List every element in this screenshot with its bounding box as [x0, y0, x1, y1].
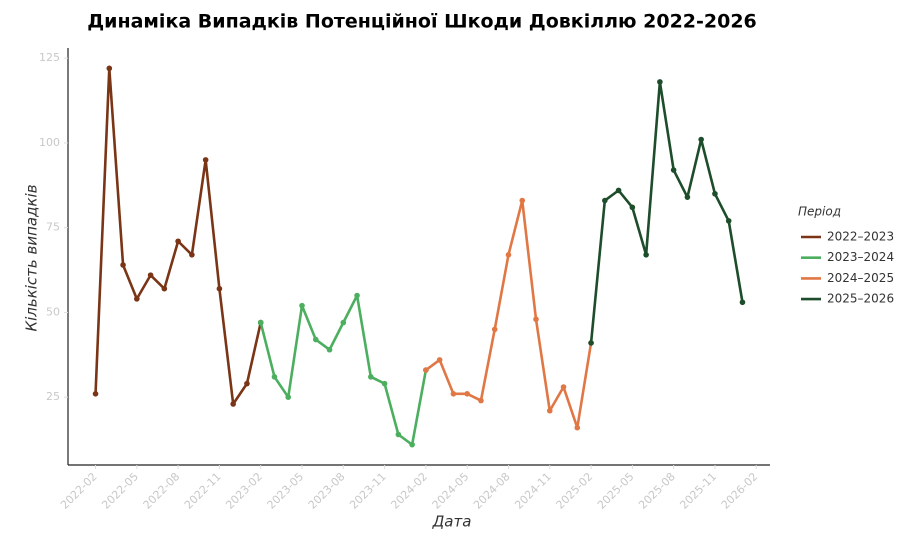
- x-tick-label: 2025-08: [636, 470, 678, 512]
- x-tick-label: 2025-11: [677, 470, 719, 512]
- x-tick-label: 2025-02: [554, 470, 596, 512]
- data-point: [202, 157, 209, 163]
- data-point: [106, 65, 113, 72]
- data-point: [574, 424, 581, 431]
- data-point: [643, 252, 649, 258]
- data-point: [629, 204, 636, 211]
- legend-title: Період: [798, 205, 841, 219]
- x-tick-label: 2022-11: [182, 470, 224, 512]
- data-point: [381, 380, 388, 387]
- data-point: [395, 431, 402, 438]
- data-point: [257, 319, 264, 326]
- data-point: [175, 238, 181, 245]
- data-point: [560, 384, 567, 390]
- data-point: [436, 357, 443, 363]
- data-point: [588, 340, 594, 346]
- data-point: [684, 194, 691, 200]
- x-tick-label: 2023-08: [306, 470, 348, 512]
- data-point: [326, 346, 333, 353]
- data-point: [409, 441, 415, 448]
- x-tick-label: 2022-08: [141, 470, 183, 512]
- x-tick-label: 2023-02: [223, 470, 265, 512]
- y-tick-label: 75: [46, 221, 60, 234]
- data-point: [134, 296, 140, 302]
- data-point: [670, 167, 677, 173]
- x-tick-label: 2022-05: [99, 470, 141, 512]
- data-point: [92, 391, 99, 397]
- x-axis-label: Дата: [432, 513, 472, 531]
- series-line: [259, 294, 428, 446]
- series-line: [94, 67, 262, 406]
- y-tick-label: 100: [39, 136, 60, 149]
- series-line: [589, 80, 744, 344]
- x-tick-label: 2024-05: [430, 470, 472, 512]
- chart-title: Динаміка Випадків Потенційної Шкоди Довк…: [87, 11, 757, 33]
- data-point: [189, 252, 195, 258]
- data-point: [739, 299, 746, 306]
- legend-label: 2024–2025: [827, 271, 894, 285]
- data-point: [120, 262, 126, 268]
- y-axis-label: Кількість випадків: [23, 184, 41, 331]
- data-point: [478, 397, 484, 404]
- legend-label: 2025–2026: [827, 292, 894, 306]
- data-point: [464, 391, 470, 397]
- data-point: [505, 252, 512, 258]
- data-point: [533, 316, 539, 323]
- data-point: [423, 367, 429, 373]
- data-point: [312, 336, 319, 343]
- data-point: [299, 302, 305, 309]
- x-tick-label: 2024-08: [471, 470, 513, 512]
- data-point: [615, 187, 622, 194]
- data-point: [712, 190, 718, 197]
- legend-label: 2023–2024: [827, 250, 894, 264]
- data-point: [147, 272, 154, 278]
- data-point: [602, 197, 608, 204]
- x-tick-label: 2023-05: [265, 470, 307, 512]
- data-point: [657, 79, 663, 85]
- x-tick-label: 2023-11: [347, 470, 389, 512]
- data-point: [450, 391, 457, 397]
- x-tick-label: 2025-05: [595, 470, 637, 512]
- data-point: [271, 374, 278, 380]
- x-tick-label: 2024-11: [512, 470, 554, 512]
- data-point: [546, 407, 553, 414]
- y-tick-label: 125: [39, 51, 60, 64]
- x-tick-label: 2022-02: [58, 470, 100, 512]
- y-tick-label: 50: [46, 305, 60, 318]
- data-point: [216, 285, 223, 292]
- data-point: [340, 319, 347, 326]
- data-point: [698, 136, 704, 143]
- data-point: [354, 292, 360, 299]
- x-tick-label: 2024-02: [388, 470, 430, 512]
- x-tick-label: 2026-02: [719, 470, 761, 512]
- data-point: [368, 374, 374, 380]
- y-tick-label: 25: [46, 390, 60, 403]
- data-point: [725, 218, 732, 224]
- data-point: [285, 394, 292, 400]
- data-point: [230, 401, 236, 407]
- data-point: [519, 197, 526, 204]
- legend-label: 2022–2023: [827, 230, 894, 244]
- data-point: [244, 380, 250, 387]
- data-point: [161, 285, 168, 292]
- data-point: [491, 326, 498, 333]
